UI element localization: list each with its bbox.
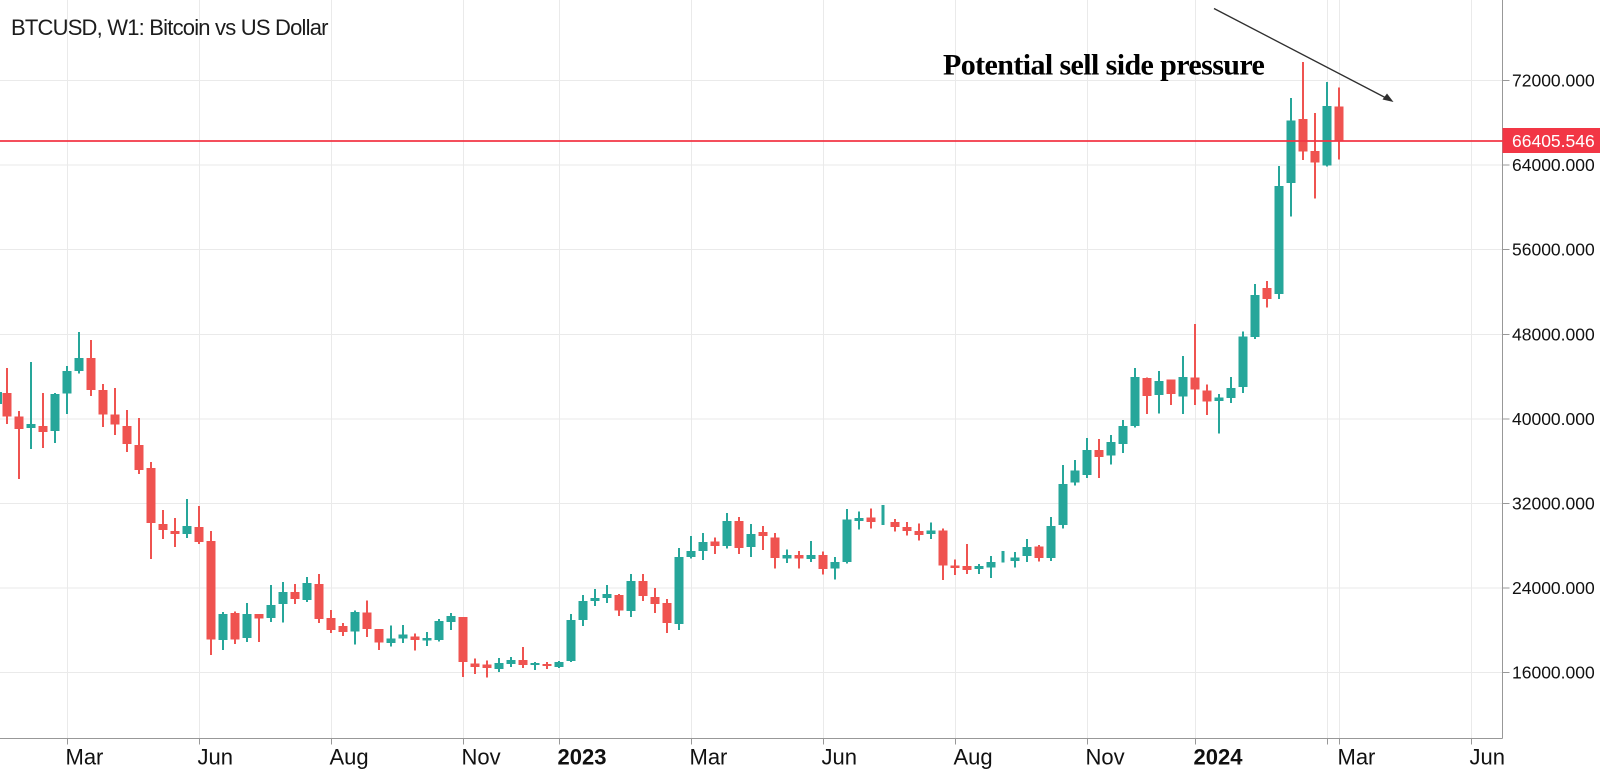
svg-text:16000.000: 16000.000	[1512, 663, 1595, 683]
svg-text:Jun: Jun	[1470, 745, 1505, 770]
svg-text:Mar: Mar	[690, 745, 728, 770]
svg-text:Jun: Jun	[822, 745, 857, 770]
svg-text:Potential sell side pressure: Potential sell side pressure	[943, 49, 1265, 82]
svg-text:Mar: Mar	[66, 745, 104, 770]
svg-text:Jun: Jun	[198, 745, 233, 770]
svg-text:32000.000: 32000.000	[1512, 494, 1595, 514]
svg-text:Aug: Aug	[954, 745, 993, 770]
svg-text:2023: 2023	[558, 745, 607, 770]
svg-text:BTCUSD, W1: Bitcoin vs US Doll: BTCUSD, W1: Bitcoin vs US Dollar	[11, 15, 328, 40]
svg-text:24000.000: 24000.000	[1512, 578, 1595, 598]
svg-text:48000.000: 48000.000	[1512, 324, 1595, 344]
svg-text:56000.000: 56000.000	[1512, 240, 1595, 260]
svg-text:Aug: Aug	[330, 745, 369, 770]
svg-text:Nov: Nov	[462, 745, 501, 770]
svg-text:72000.000: 72000.000	[1512, 71, 1595, 91]
svg-text:Mar: Mar	[1338, 745, 1376, 770]
svg-text:64000.000: 64000.000	[1512, 155, 1595, 175]
svg-text:2024: 2024	[1194, 745, 1244, 770]
svg-text:40000.000: 40000.000	[1512, 409, 1595, 429]
svg-text:Nov: Nov	[1086, 745, 1125, 770]
svg-text:66405.546: 66405.546	[1512, 131, 1595, 151]
